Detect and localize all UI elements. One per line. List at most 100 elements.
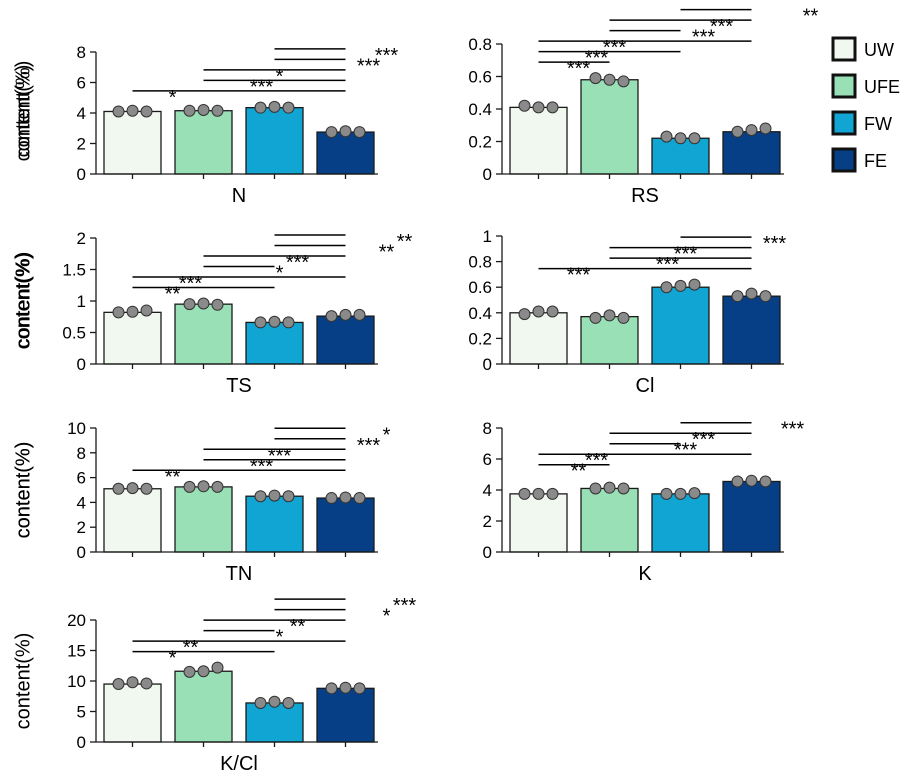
panel-k-cl-sig-label: *	[383, 606, 391, 628]
panel-k-cl-point-ufe	[197, 665, 210, 678]
panel-rs-point-uw	[518, 99, 531, 112]
legend: UW UFE FW FE	[831, 36, 900, 173]
panel-ts-point-fe	[353, 308, 366, 321]
panel-n-bar-ufe	[174, 110, 233, 175]
panel-tn-point-fw	[254, 490, 267, 503]
panel-ts-sig-label: ***	[179, 273, 203, 295]
panel-rs-point-fw	[660, 130, 673, 143]
panel-k-y-tick-label: 2	[483, 512, 492, 531]
panel-k-sig-label: ***	[674, 440, 698, 462]
panel-n-point-uw	[126, 104, 139, 117]
panel-ts-point-ufe	[197, 297, 210, 310]
panel-k-cl-x-label: K/Cl	[220, 753, 258, 770]
panel-k-bar-ufe	[580, 487, 639, 553]
panel-k-sig-label: **	[571, 461, 587, 483]
panel-k-cl-point-fe	[339, 681, 352, 694]
panel-rs-bar-uw	[509, 106, 568, 175]
panel-k-y-label: content(%)	[12, 442, 34, 539]
panel-k-cl-sig-label: **	[290, 616, 306, 638]
panel-ts-point-fw	[254, 316, 267, 329]
panel-tn-sig-label: *	[383, 424, 391, 446]
panel-n-point-ufe	[183, 104, 196, 117]
panel-ts-y-tick-label: 1.5	[62, 261, 86, 280]
panel-cl-point-ufe	[617, 311, 630, 324]
panel-cl-point-fe	[745, 287, 758, 300]
panel-rs-point-ufe	[603, 73, 616, 86]
panel-cl-sig-label: ***	[763, 233, 787, 255]
panel-n-sig-label: *	[276, 66, 284, 88]
panel-rs-point-ufe	[589, 72, 602, 85]
panel-n-y-tick-label: 6	[77, 74, 86, 93]
panel-k-cl-y-tick-label: 10	[67, 672, 86, 691]
panel-tn-point-fw	[268, 489, 281, 502]
panel-rs-bar-ufe	[580, 79, 639, 175]
panel-k-point-fe	[731, 475, 744, 488]
panel-ts-bar-ufe	[174, 303, 233, 365]
panel-cl-point-uw	[532, 305, 545, 318]
panel-tn-point-uw	[140, 482, 153, 495]
panel-rs-point-fe	[731, 125, 744, 138]
panel-n-y-label: content(%)	[12, 65, 34, 162]
panel-k-bar-fw	[651, 493, 710, 553]
panel-k-cl-point-fe	[325, 682, 338, 695]
panel-cl-point-fe	[731, 290, 744, 303]
panel-k-cl-bar-ufe	[174, 670, 233, 743]
panel-ts-y-tick-label: 2	[77, 229, 86, 248]
panel-k-cl-bar-fe	[316, 687, 375, 743]
panel-tn-point-ufe	[211, 480, 224, 493]
panel-ts-point-ufe	[183, 298, 196, 311]
panel-n-y-tick-label: 0	[77, 165, 86, 184]
panel-k-cl-point-uw	[126, 676, 139, 689]
panel-rs-point-uw	[546, 101, 559, 114]
panel-n-y-tick-label: 4	[77, 104, 86, 123]
panel-cl-bar-fe	[722, 295, 781, 365]
panel-k-bar-uw	[509, 493, 568, 553]
panel-cl-x-label: Cl	[636, 375, 655, 397]
legend-swatch-uw	[831, 36, 857, 62]
panel-cl-y-label: content(%)	[12, 252, 34, 349]
panel-rs-point-ufe	[617, 75, 630, 88]
panel-k-y-tick-label: 8	[483, 419, 492, 438]
panel-k-sig-label: ***	[692, 429, 716, 451]
panel-rs-sig-label: ***	[692, 27, 716, 49]
panel-tn-y-tick-label: 2	[77, 518, 86, 537]
panel-rs-point-uw	[532, 101, 545, 114]
panel-ts-bar-uw	[103, 311, 162, 365]
panel-ts-point-ufe	[211, 298, 224, 311]
panel-k-cl-y-label: content(%)	[12, 633, 34, 730]
panel-ts-x-label: TS	[226, 375, 252, 397]
panel-k-cl-sig-label: *	[169, 648, 177, 670]
panel-n-point-fw	[254, 101, 267, 114]
legend-label-fe: FE	[864, 151, 887, 171]
panel-tn-y-label: content(%)	[12, 442, 34, 539]
panel-tn-y-tick-label: 8	[77, 444, 86, 463]
panel-cl-y-tick-label: 0.6	[468, 278, 492, 297]
panel-cl-y-tick-label: 0.2	[468, 329, 492, 348]
panel-k-cl-sig-label: ***	[393, 595, 417, 617]
panel-ts-point-fe	[339, 308, 352, 321]
panel-n-point-ufe	[197, 103, 210, 116]
panel-tn-sig-label: ***	[268, 445, 292, 467]
panel-rs-point-fw	[688, 132, 701, 145]
panel-ts-sig-label: **	[379, 242, 395, 264]
panel-k-cl-point-fw	[254, 696, 267, 709]
panel-rs-y-label: content(%)	[12, 61, 34, 158]
panel-ts-point-fw	[268, 315, 281, 328]
legend-swatch-ufe	[831, 73, 857, 99]
panel-ts-point-uw	[140, 304, 153, 317]
panel-k-point-fe	[745, 474, 758, 487]
panel-k-cl-y-tick-label: 5	[77, 703, 86, 722]
panel-k-point-ufe	[589, 482, 602, 495]
panel-n-bar-fw	[245, 107, 304, 175]
panel-n-y-tick-label: 8	[77, 43, 86, 62]
panel-k-point-ufe	[603, 481, 616, 494]
panel-rs-point-fw	[674, 132, 687, 145]
legend-swatch-fe	[831, 147, 857, 173]
panel-n-sig-label: *	[169, 87, 177, 109]
panel-k-point-fw	[660, 487, 673, 500]
